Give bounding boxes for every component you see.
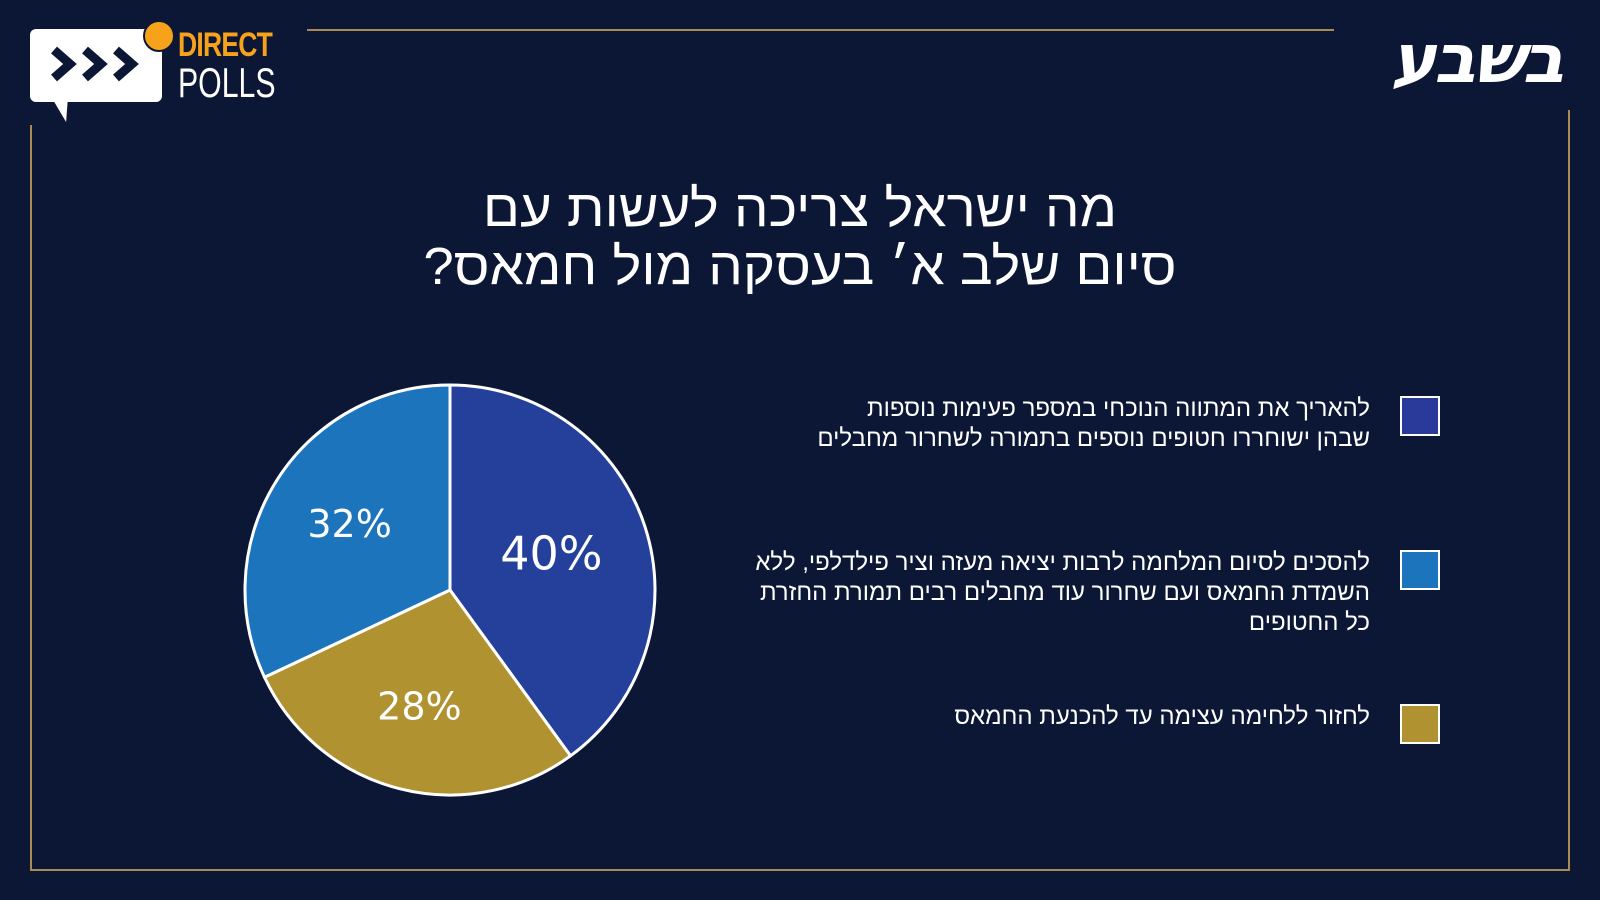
legend-swatch bbox=[1400, 550, 1440, 590]
legend-label: להאריך את המתווה הנוכחי במספר פעימות נוס… bbox=[817, 395, 1370, 452]
frame-right-line bbox=[1568, 110, 1570, 871]
chevrons-icon bbox=[51, 46, 139, 82]
chart-title: מה ישראל צריכה לעשות עם סיום שלב א׳ בעסק… bbox=[275, 180, 1325, 296]
legend-label: לחזור ללחימה עצימה עד להכנעת החמאס bbox=[954, 703, 1370, 730]
legend-label: להסכים לסיום המלחמה לרבות יציאה מעזה וצי… bbox=[755, 549, 1370, 636]
legend-swatch bbox=[1400, 704, 1440, 744]
pie-slice-label: 40% bbox=[500, 527, 602, 581]
pie-slice bbox=[262, 588, 573, 797]
title-line-2: סיום שלב א׳ בעסקה מול חמאס? bbox=[423, 238, 1177, 296]
besheva-logo: בשבע bbox=[1390, 20, 1564, 99]
direct-polls-logo: DIRECT POLLS bbox=[28, 18, 288, 123]
pie-slice bbox=[243, 383, 452, 680]
pie-slice-label: 28% bbox=[377, 685, 461, 729]
title-line-1: מה ישראל צריכה לעשות עם bbox=[482, 180, 1118, 238]
pie-slice bbox=[448, 383, 657, 758]
frame-left-line bbox=[30, 125, 32, 871]
legend-item: לחזור ללחימה עצימה עד להכנעת החמאס bbox=[954, 702, 1440, 744]
legend-swatch bbox=[1400, 396, 1440, 436]
logo-text-direct: DIRECT bbox=[178, 26, 273, 64]
orange-dot-icon bbox=[143, 20, 175, 52]
frame-top-line bbox=[307, 29, 1334, 31]
pie-slice-label: 32% bbox=[307, 502, 391, 546]
legend-item: להסכים לסיום המלחמה לרבות יציאה מעזה וצי… bbox=[730, 548, 1440, 638]
pie-chart: 40% 28% 32% bbox=[243, 383, 657, 797]
legend-item: להאריך את המתווה הנוכחי במספר פעימות נוס… bbox=[810, 394, 1440, 454]
frame-bottom-line bbox=[30, 869, 1570, 871]
logo-text-polls: POLLS bbox=[178, 59, 276, 106]
